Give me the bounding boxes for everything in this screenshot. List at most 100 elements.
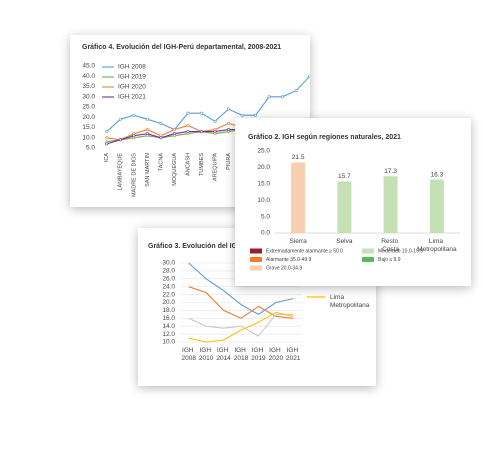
point — [132, 134, 136, 138]
point — [281, 95, 285, 99]
point — [213, 130, 217, 134]
x-tick-label: MOQUEGUA — [172, 153, 178, 186]
x-tick-label: SAN MARTIN — [145, 153, 151, 187]
x-tick-label: IGH 2008 — [181, 347, 196, 362]
point — [105, 142, 109, 146]
value-label: 21.5 — [292, 154, 305, 161]
x-tick-label: AREQUIPA — [212, 153, 218, 181]
y-tick-label: 20.0 — [257, 164, 270, 171]
y-tick-label: 14.0 — [162, 323, 175, 330]
point — [213, 119, 217, 123]
x-tick-label: IGH 2014 — [216, 347, 231, 362]
x-tick-label: IGH 2019 — [251, 347, 266, 362]
point — [294, 89, 298, 93]
value-label: 16.3 — [431, 171, 444, 178]
series-line — [188, 313, 294, 337]
point — [186, 111, 190, 115]
value-label: 17.3 — [384, 168, 397, 175]
point — [105, 136, 109, 140]
point — [322, 104, 324, 106]
chart-title: Gráfico 3. Evolución del IGH seg — [148, 243, 256, 250]
point — [132, 113, 136, 117]
point — [118, 117, 122, 121]
point — [186, 123, 190, 127]
point — [186, 130, 190, 134]
legend-swatch — [250, 265, 262, 271]
point — [118, 138, 122, 142]
y-tick-label: 12.0 — [162, 331, 175, 338]
bar — [337, 181, 352, 233]
chart-card: Gráfico 2. IGH según regiones naturales,… — [248, 134, 460, 271]
x-tick-label: IGH 2010 — [199, 347, 214, 362]
point — [145, 132, 149, 136]
legend-swatch — [250, 257, 262, 262]
point — [172, 132, 176, 136]
series-line — [188, 311, 294, 343]
x-tick-label: ICA — [104, 153, 110, 163]
y-tick-label: 10.0 — [257, 197, 270, 204]
value-label: 15.7 — [338, 173, 351, 180]
legend-label: Alarmante 35.0-49.9 — [266, 257, 312, 263]
point — [159, 121, 163, 125]
point — [227, 107, 231, 111]
x-tick-label: Resto Costa — [381, 238, 400, 253]
y-tick-label: 20.0 — [82, 114, 95, 121]
x-tick-label: ÁNCASH — [184, 153, 191, 176]
x-tick-label: Lima Metropolitana — [417, 238, 457, 253]
point — [105, 130, 109, 134]
legend-label: IGH 2019 — [118, 74, 146, 81]
y-tick-label: 15.0 — [82, 124, 95, 131]
y-tick-label: 28.0 — [162, 268, 175, 275]
point — [227, 121, 231, 125]
y-tick-label: 15.0 — [257, 181, 270, 188]
y-tick-label: 25.0 — [82, 104, 95, 111]
x-tick-label: PIURA — [226, 153, 232, 170]
y-tick-label: 5.0 — [261, 213, 270, 220]
legend-label: Extremadamente alarmante ≥ 50.0 — [266, 248, 343, 254]
point — [145, 117, 149, 121]
legend-label: IGH 2020 — [118, 84, 146, 91]
legend-label: IGH 2021 — [118, 94, 146, 101]
x-tick-label: IGH 2018 — [234, 347, 249, 362]
y-tick-label: 16.0 — [162, 315, 175, 322]
legend-label: Moderado 10.0-19.9 — [378, 248, 423, 254]
chart-title: Gráfico 4. Evolución del IGH-Perú depart… — [82, 44, 281, 51]
point — [227, 128, 231, 132]
point — [240, 113, 244, 117]
point — [145, 128, 149, 132]
y-tick-label: 26.0 — [162, 276, 175, 283]
y-tick-label: 45.0 — [82, 63, 95, 70]
bar — [383, 176, 398, 233]
x-tick-label: Selva — [336, 238, 353, 245]
bar — [429, 179, 444, 233]
x-tick-label: Sierra — [289, 238, 307, 245]
y-tick-label: 0.0 — [261, 230, 270, 237]
series-line — [188, 286, 294, 319]
legend-swatch — [362, 257, 374, 262]
x-tick-label: TACNA — [158, 153, 164, 172]
x-tick-label: MADRE DE DIOS — [131, 153, 137, 197]
y-tick-label: 25.0 — [257, 148, 270, 155]
legend-label: Grave 20.0-34.9 — [266, 265, 302, 271]
y-tick-label: 18.0 — [162, 307, 175, 314]
point — [159, 136, 163, 140]
y-tick-label: 10.0 — [82, 134, 95, 141]
x-tick-label: TUMBES — [199, 153, 205, 176]
y-tick-label: 10.0 — [162, 339, 175, 346]
point — [308, 74, 310, 78]
y-tick-label: 30.0 — [82, 93, 95, 100]
legend-label: IGH 2008 — [118, 64, 146, 71]
point — [199, 130, 203, 134]
y-tick-label: 35.0 — [82, 83, 95, 90]
y-tick-label: 24.0 — [162, 283, 175, 290]
series-line — [188, 262, 294, 316]
y-tick-label: 22.0 — [162, 291, 175, 298]
point — [267, 95, 271, 99]
y-tick-label: 20.0 — [162, 299, 175, 306]
x-tick-label: IGH 2020 — [269, 347, 284, 362]
bar — [291, 162, 306, 233]
point — [172, 128, 176, 132]
point — [254, 113, 258, 117]
legend-swatch — [362, 248, 374, 254]
